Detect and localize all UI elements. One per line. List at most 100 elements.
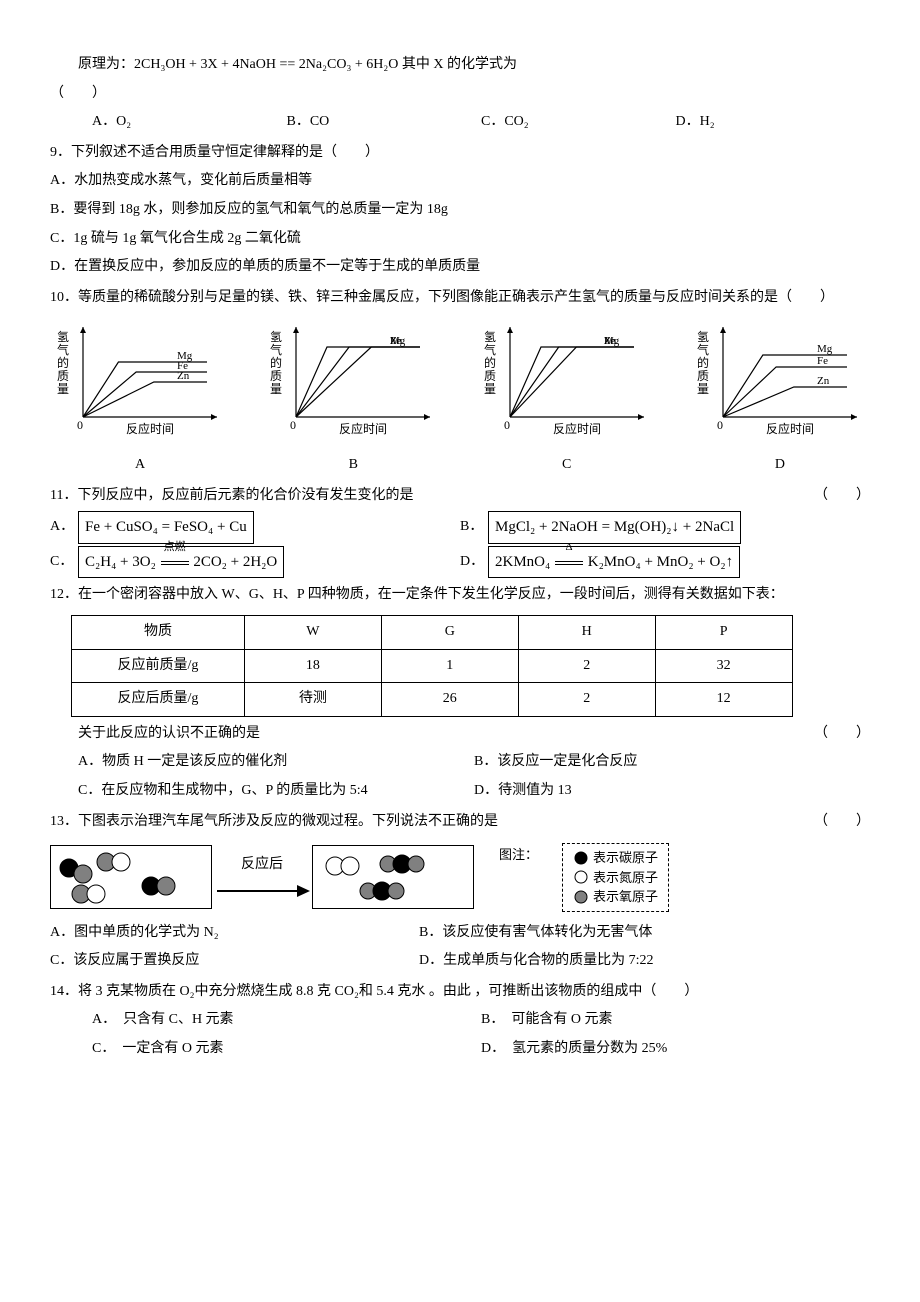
q11-b-label: B．: [460, 514, 488, 541]
q14-opt-a: A． 只含有 C、H 元素: [92, 1007, 481, 1034]
svg-text:质: 质: [484, 369, 496, 383]
q12-num: 12．: [50, 587, 78, 602]
q10-chart-b: 0氢气的质量反应时间MgFeZn B: [263, 319, 443, 478]
q8-equation: 2CH₃OH + 3X + 4NaOH == 2Na₂CO₃ + 6H₂O: [134, 57, 398, 72]
q12-row2: C．在反应物和生成物中，G、P 的质量比为 5:4 D．待测值为 13: [50, 778, 870, 805]
svg-text:氢: 氢: [57, 329, 69, 344]
reaction-arrow-icon: 点燃: [160, 548, 190, 577]
svg-text:量: 量: [57, 382, 69, 396]
svg-text:Zn: Zn: [817, 375, 830, 387]
svg-text:的: 的: [484, 355, 496, 370]
svg-text:的: 的: [270, 355, 282, 370]
svg-text:质: 质: [697, 369, 709, 383]
q13-arrow-label: 反应后: [241, 852, 283, 879]
q14-num: 14．: [50, 984, 78, 999]
q10-label-b: B: [263, 452, 443, 479]
q11-d-label: D．: [460, 549, 488, 576]
svg-text:量: 量: [270, 382, 282, 396]
q8-paren: （ ）: [50, 81, 870, 108]
svg-text:量: 量: [697, 382, 709, 396]
q8-stem: 原理为：2CH₃OH + 3X + 4NaOH == 2Na₂CO₃ + 6H₂…: [50, 52, 870, 79]
reaction-arrow-icon: Δ: [554, 548, 584, 577]
table-row: 反应后质量/g 待测 26 2 12: [72, 683, 793, 717]
q12-paren: （ ）: [786, 721, 870, 748]
q13-legend: 表示碳原子表示氮原子表示氧原子: [562, 843, 669, 912]
q11-stem: 11．下列反应中，反应前后元素的化合价没有发生变化的是 （ ）: [50, 483, 870, 510]
q10-num: 10．: [50, 290, 78, 305]
q12-opt-c: C．在反应物和生成物中，G、P 的质量比为 5:4: [78, 778, 474, 805]
q8-stem-post: 其中 X 的化学式为: [398, 57, 517, 72]
svg-text:的: 的: [57, 355, 69, 370]
q13-opt-c: C．该反应属于置换反应: [50, 948, 419, 975]
q8-opt-d: D．H₂: [676, 109, 871, 136]
q14-opt-c: C． 一定含有 O 元素: [92, 1036, 481, 1063]
table-row: 物质 W G H P: [72, 616, 793, 650]
q11-paren: （ ）: [814, 483, 870, 510]
q8-opt-b: B．CO: [287, 109, 482, 136]
q9-opt-a: A．水加热变成水蒸气，变化前后质量相等: [50, 168, 870, 195]
q9-opt-c: C．1g 硫与 1g 氧气化合生成 2g 二氧化硫: [50, 226, 870, 253]
svg-text:Zn: Zn: [390, 335, 403, 347]
q12-table: 物质 W G H P 反应前质量/g 18 1 2 32 反应后质量/g 待测 …: [71, 615, 793, 717]
svg-text:气: 气: [697, 342, 709, 357]
legend-text: 表示氧原子: [593, 887, 658, 907]
arrow-right-icon: [212, 879, 312, 903]
svg-text:0: 0: [77, 418, 83, 432]
svg-text:质: 质: [270, 369, 282, 383]
svg-text:0: 0: [717, 418, 723, 432]
q10-label-c: C: [477, 452, 657, 479]
svg-text:Mg: Mg: [817, 343, 833, 355]
svg-text:反应时间: 反应时间: [126, 421, 174, 436]
svg-text:气: 气: [57, 342, 69, 357]
q9-opt-d: D．在置换反应中，参加反应的单质的质量不一定等于生成的单质质量: [50, 254, 870, 281]
q13-arrow: 反应后: [212, 852, 312, 903]
svg-text:质: 质: [57, 369, 69, 383]
svg-text:反应时间: 反应时间: [553, 421, 601, 436]
svg-text:氢: 氢: [484, 329, 496, 344]
q14-opt-b: B． 可能含有 O 元素: [481, 1007, 870, 1034]
svg-text:Fe: Fe: [817, 355, 828, 367]
svg-text:反应时间: 反应时间: [766, 421, 814, 436]
svg-text:氢: 氢: [697, 329, 709, 344]
q14-row1: A． 只含有 C、H 元素 B． 可能含有 O 元素: [50, 1007, 870, 1034]
q8-opt-a: A．O₂: [92, 109, 287, 136]
q9-num: 9．: [50, 145, 71, 160]
q8-opt-c: C．CO₂: [481, 109, 676, 136]
svg-text:反应时间: 反应时间: [339, 421, 387, 436]
legend-row: 表示氮原子: [573, 868, 658, 888]
q13-options: A．图中单质的化学式为 N₂ B．该反应使有害气体转化为无害气体 C．该反应属于…: [50, 920, 870, 975]
q13-paren: （ ）: [814, 809, 870, 836]
q13-legend-title: 图注：: [499, 843, 538, 868]
svg-text:Zn: Zn: [604, 335, 617, 347]
q13-diagram: 反应后 图注： 表示碳原子表示氮原子表示氧原子: [50, 843, 870, 912]
svg-text:0: 0: [504, 418, 510, 432]
q10-charts: 0氢气的质量反应时间MgFeZn A 0氢气的质量反应时间MgFeZn B 0氢…: [50, 319, 870, 478]
q11-b-eq: MgCl₂ + 2NaOH = Mg(OH)₂↓ + 2NaCl: [488, 511, 741, 544]
q13-opt-a: A．图中单质的化学式为 N₂: [50, 920, 419, 947]
q13-opt-d: D．生成单质与化合物的质量比为 7:22: [419, 948, 654, 975]
svg-text:的: 的: [697, 355, 709, 370]
svg-text:0: 0: [290, 418, 296, 432]
q11-d-eq: 2KMnO₄ Δ K₂MnO₄ + MnO₂ + O₂↑: [488, 546, 740, 579]
q14-row2: C． 一定含有 O 元素 D． 氢元素的质量分数为 25%: [50, 1036, 870, 1063]
legend-text: 表示氮原子: [593, 868, 658, 888]
q13-stem: 13．下图表示治理汽车尾气所涉及反应的微观过程。下列说法不正确的是 （ ）: [50, 809, 870, 836]
legend-row: 表示碳原子: [573, 848, 658, 868]
q13-after-panel: [312, 845, 474, 909]
q14-stem: 14．将 3 克某物质在 O₂中充分燃烧生成 8.8 克 CO₂和 5.4 克水…: [50, 979, 870, 1006]
q10-chart-d: 0氢气的质量反应时间MgFeZn D: [690, 319, 870, 478]
q12-stem: 12．在一个密闭容器中放入 W、G、H、P 四种物质，在一定条件下发生化学反应，…: [50, 582, 870, 609]
q12-opt-a: A．物质 H 一定是该反应的催化剂: [78, 749, 474, 776]
q12-opt-b: B．该反应一定是化合反应: [474, 749, 870, 776]
q11-row2: C． C₂H₄ + 3O₂ 点燃 2CO₂ + 2H₂O D． 2KMnO₄ Δ…: [50, 546, 870, 579]
legend-row: 表示氧原子: [573, 887, 658, 907]
svg-text:Zn: Zn: [177, 370, 190, 382]
q11-c-eq: C₂H₄ + 3O₂ 点燃 2CO₂ + 2H₂O: [78, 546, 284, 579]
svg-text:量: 量: [484, 382, 496, 396]
q11-c-label: C．: [50, 549, 78, 576]
q10-chart-a: 0氢气的质量反应时间MgFeZn A: [50, 319, 230, 478]
q13-before-panel: [50, 845, 212, 909]
table-row: 反应前质量/g 18 1 2 32: [72, 649, 793, 683]
q9-stem: 9．下列叙述不适合用质量守恒定律解释的是（ ）: [50, 140, 870, 167]
q12-row1: A．物质 H 一定是该反应的催化剂 B．该反应一定是化合反应: [50, 749, 870, 776]
